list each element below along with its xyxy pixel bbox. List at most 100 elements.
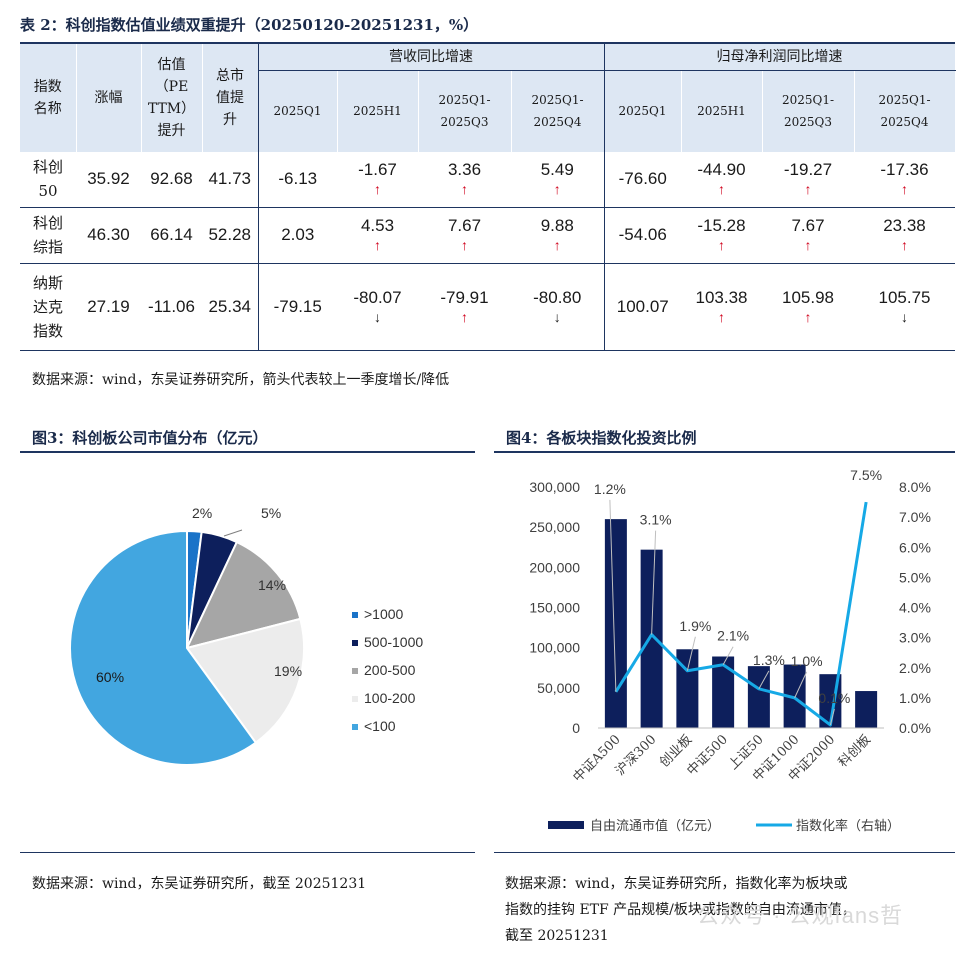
legend-label: <100 — [364, 718, 396, 734]
down-arrow-icon: ↓ — [374, 308, 381, 325]
pie-slice-label: 14% — [258, 577, 286, 593]
left-axis-tick-label: 150,000 — [529, 600, 580, 616]
pie-slice — [185, 540, 302, 650]
rev-growth-cell: -80.80 ↓ — [511, 263, 605, 351]
bar — [855, 691, 878, 728]
header-prof-q4: 2025Q1- 2025Q4 — [854, 70, 956, 152]
fig4-source-line-2: 指数的挂钩 ETF 产品规模/板块或指数的自由流通市值， — [505, 902, 856, 918]
legend-swatch — [352, 640, 358, 647]
header-prof-h1: 2025H1 — [681, 70, 763, 152]
pie-legend-item: >1000 — [352, 606, 403, 622]
bar — [783, 664, 806, 728]
header-prof-q1: 2025Q1 — [604, 70, 682, 152]
right-axis-tick-label: 4.0% — [899, 600, 931, 616]
legend-swatch — [352, 668, 358, 675]
prof-growth-cell: -17.36 ↑ — [854, 152, 955, 208]
line-data-label: 1.9% — [679, 618, 711, 634]
header-rev-h1: 2025H1 — [337, 70, 419, 152]
up-arrow-icon: ↑ — [553, 181, 561, 198]
right-axis-tick-label: 0.0% — [899, 720, 931, 736]
pie-legend-item: <100 — [352, 718, 396, 734]
table-top-rule — [20, 42, 955, 44]
line-data-label: 7.5% — [850, 467, 882, 483]
fig4-bottom-rule — [494, 852, 955, 853]
valuation-table: 指数 名称 涨幅 估值 （PE TTM） 提升 总市 值提升 营收同比增速 归母净利润同… — [20, 44, 956, 351]
market-cap-pie-chart: 2% 5% 14% 19% 60% — [69, 505, 305, 766]
fig4-source-line-1: 数据来源：wind，东吴证券研究所，指数化率为板块或 — [505, 876, 848, 892]
up-arrow-icon: ↑ — [718, 181, 725, 198]
table-row: 纳斯 达克 指数 27.19 -11.06 25.34 -79.15 -80.07 ↓ -79.9… — [20, 263, 955, 351]
rev-growth-cell: 9.88 ↑ — [511, 207, 605, 264]
table-title: 表 2：科创指数估值业绩双重提升（20250120-20251231，%） — [20, 16, 479, 34]
prof-growth-cell: 103.38 ↑ — [681, 263, 762, 351]
pie-slice — [185, 617, 305, 745]
legend-swatch — [352, 724, 358, 731]
rev-growth-cell: -6.13 — [258, 152, 337, 208]
change-cell: 27.19 — [76, 263, 141, 351]
header-name: 指数 名称 — [20, 44, 77, 152]
prof-growth-cell: 7.67 ↑ — [762, 207, 854, 264]
up-arrow-icon: ↑ — [374, 237, 381, 253]
pie-slice-label: 60% — [96, 669, 124, 685]
category-tick-label: 科创板 — [836, 732, 874, 770]
legend-label: 500-1000 — [364, 634, 424, 650]
up-arrow-icon: ↑ — [718, 237, 725, 253]
up-arrow-icon: ↑ — [804, 237, 812, 253]
legend-label-line: 指数化率（右轴） — [796, 818, 900, 834]
left-axis-tick-label: 100,000 — [529, 640, 580, 656]
pie-legend-item: 200-500 — [352, 662, 415, 678]
rev-growth-cell: -79.91 ↑ — [418, 263, 511, 351]
rev-growth-cell: 7.67 ↑ — [418, 207, 511, 264]
right-axis-tick-label: 5.0% — [899, 569, 931, 585]
pe-cell: -11.06 — [141, 263, 202, 351]
prof-growth-cell: 105.75 ↓ — [854, 263, 955, 351]
legend-label: >1000 — [364, 606, 404, 622]
left-axis-tick-label: 200,000 — [529, 559, 580, 575]
data-label-leader — [686, 636, 696, 671]
right-axis-tick-label: 8.0% — [899, 479, 931, 495]
down-arrow-icon: ↓ — [553, 308, 561, 325]
header-prof-q3: 2025Q1- 2025Q3 — [762, 70, 855, 152]
left-axis-tick-label: 50,000 — [537, 680, 580, 696]
rev-growth-cell: 2.03 — [258, 207, 337, 264]
category-tick-label: 中证A500 — [571, 732, 624, 785]
pe-cell: 66.14 — [141, 207, 202, 264]
index-name: 科创 50 — [20, 152, 76, 208]
mcap-cell: 25.34 — [202, 263, 259, 351]
table-row: 科创 综指 46.30 66.14 52.28 2.03 4.53 ↑ 7.67 ↑ 9.88 ↑ -5… — [20, 207, 955, 264]
prof-growth-cell: -54.06 — [604, 207, 681, 264]
header-change: 涨幅 — [76, 44, 142, 152]
table-source: 数据来源：wind，东吴证券研究所，箭头代表较上一季度增长/降低 — [32, 372, 450, 388]
mcap-cell: 41.73 — [202, 152, 259, 208]
pie-slice — [69, 529, 258, 766]
right-axis-tick-label: 1.0% — [899, 690, 931, 706]
header-rev-q4: 2025Q1- 2025Q4 — [511, 70, 605, 152]
fig3-bottom-rule — [20, 852, 475, 853]
legend-label-bar: 自由流通市值（亿元） — [590, 818, 720, 834]
up-arrow-icon: ↑ — [901, 237, 908, 253]
table-row: 科创 50 35.92 92.68 41.73 -6.13 -1.67 ↑ 3.36 ↑ 5.49 ↑… — [20, 152, 955, 208]
legend-swatch — [352, 612, 358, 619]
prof-growth-cell: -15.28 ↑ — [681, 207, 762, 264]
line-data-label: 3.1% — [640, 512, 672, 528]
legend-label: 100-200 — [364, 690, 416, 706]
down-arrow-icon: ↓ — [901, 308, 908, 325]
data-label-leader — [609, 499, 617, 692]
bar — [712, 656, 735, 728]
fig4-top-rule — [494, 451, 955, 453]
prof-growth-cell: -44.90 ↑ — [681, 152, 762, 208]
pie-slice-label: 5% — [261, 505, 281, 521]
up-arrow-icon: ↑ — [461, 181, 468, 198]
right-axis-tick-label: 6.0% — [899, 539, 931, 555]
bar — [747, 666, 770, 728]
index-name: 纳斯 达克 指数 — [20, 263, 76, 351]
up-arrow-icon: ↑ — [804, 308, 812, 325]
fig3-title: 图3：科创板公司市值分布（亿元） — [32, 429, 268, 447]
legend-label: 200-500 — [364, 662, 416, 678]
prof-growth-cell: -19.27 ↑ — [762, 152, 854, 208]
data-label-leader — [758, 670, 770, 690]
rev-growth-cell: -80.07 ↓ — [337, 263, 418, 351]
line-data-label: 2.1% — [717, 628, 749, 644]
change-cell: 35.92 — [76, 152, 141, 208]
pie-legend-item: 500-1000 — [352, 634, 423, 650]
